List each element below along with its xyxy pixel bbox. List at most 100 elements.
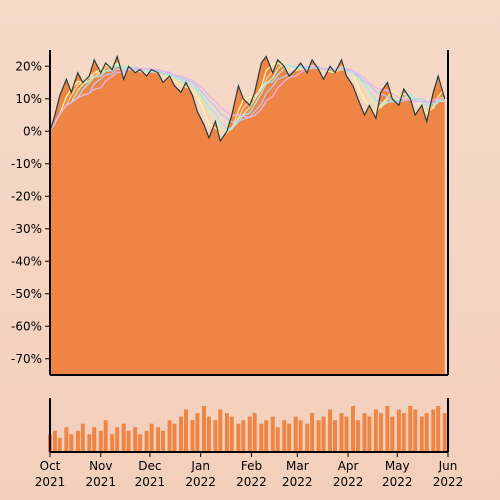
x-tick-label-month: Jan — [190, 459, 210, 473]
volume-bar — [362, 413, 367, 452]
volume-bar — [310, 413, 315, 452]
x-tick-label-year: 2022 — [185, 475, 216, 489]
volume-bar — [408, 406, 413, 452]
y-tick-label: -30% — [11, 222, 42, 236]
y-tick-label: 20% — [15, 59, 42, 73]
volume-bar — [316, 420, 321, 452]
volume-bar — [385, 406, 390, 452]
volume-bar — [344, 416, 349, 452]
x-tick-label-year: 2022 — [382, 475, 413, 489]
volume-bar — [396, 409, 401, 452]
volume-bar — [351, 406, 355, 452]
volume-bar — [133, 427, 138, 452]
volume-bar — [115, 427, 120, 452]
volume-bar — [275, 427, 280, 452]
main-plot — [50, 54, 446, 375]
volume-bar — [252, 413, 257, 452]
volume-bar — [259, 423, 264, 452]
volume-bar — [333, 420, 337, 452]
volume-bar — [202, 406, 206, 452]
volume-bar — [305, 423, 310, 452]
volume-bar — [161, 430, 165, 452]
volume-bar — [126, 430, 131, 452]
price-line — [50, 54, 446, 143]
x-axis-ticks: Oct 2021 Nov 2021 Dec 2021 Jan 2022 Feb 2022 Mar 20… — [35, 452, 464, 489]
y-tick-label: -70% — [11, 352, 42, 366]
volume-bar — [413, 409, 418, 452]
volume-bar — [206, 416, 211, 452]
y-tick-label: -40% — [11, 254, 42, 268]
volume-bar — [241, 420, 246, 452]
volume-bar — [321, 416, 326, 452]
volume-bar — [110, 434, 115, 452]
y-axis-ticks: 20% 10% 0% -10% -20% -30% -40% -50% -60% -70% — [11, 59, 50, 366]
volume-bar — [156, 427, 161, 452]
x-tick-label-month: Nov — [89, 459, 112, 473]
x-tick-label-year: 2021 — [35, 475, 66, 489]
moving-average-line — [50, 65, 445, 132]
x-tick-label-month: Dec — [138, 459, 161, 473]
x-tick-label-month: May — [385, 459, 410, 473]
x-tick-label-month: Feb — [241, 459, 262, 473]
volume-bar — [339, 413, 344, 452]
y-tick-label: -10% — [11, 157, 42, 171]
volume-bar — [436, 406, 441, 452]
y-tick-label: 0% — [23, 124, 42, 138]
y-tick-label: -50% — [11, 287, 42, 301]
volume-bar — [138, 434, 143, 452]
volume-bar — [236, 423, 241, 452]
volume-bar — [69, 434, 74, 452]
volume-plot — [48, 406, 447, 452]
volume-bar — [167, 420, 172, 452]
price-area — [50, 56, 445, 375]
volume-bar — [144, 430, 149, 452]
volume-bar — [229, 416, 234, 452]
volume-bar — [103, 420, 108, 452]
volume-bar — [57, 437, 62, 452]
volume-bar — [195, 413, 200, 452]
volume-bar — [287, 423, 292, 452]
x-tick-label-year: 2021 — [135, 475, 166, 489]
volume-bar — [401, 413, 406, 452]
volume-bar — [442, 413, 447, 452]
volume-bar — [218, 409, 223, 452]
volume-bar — [184, 409, 188, 452]
volume-bar — [80, 423, 85, 452]
volume-bar — [264, 420, 269, 452]
volume-bar — [92, 427, 97, 452]
volume-bar — [98, 430, 103, 452]
volume-bar — [270, 416, 275, 452]
x-tick-label-year: 2022 — [236, 475, 267, 489]
volume-bar — [87, 434, 92, 452]
y-tick-label: 10% — [15, 92, 42, 106]
volume-bar — [424, 413, 429, 452]
volume-bar — [179, 416, 183, 452]
x-tick-label-month: Oct — [40, 459, 61, 473]
x-tick-label-year: 2021 — [86, 475, 117, 489]
volume-bar — [213, 420, 218, 452]
y-tick-label: -60% — [11, 319, 42, 333]
volume-bar — [64, 427, 69, 452]
volume-bar — [431, 409, 436, 452]
volume-bar — [282, 420, 287, 452]
volume-bar — [75, 430, 80, 452]
volume-bar — [367, 416, 372, 452]
volume-bar — [298, 420, 303, 452]
volume-bar — [247, 416, 252, 452]
volume-bar — [355, 420, 360, 452]
volume-bar — [419, 416, 424, 452]
x-tick-label-year: 2022 — [282, 475, 313, 489]
x-tick-label-year: 2022 — [433, 475, 464, 489]
volume-bar — [328, 409, 333, 452]
volume-bar — [172, 423, 177, 452]
moving-average-line — [50, 65, 445, 132]
volume-bar — [373, 409, 378, 452]
volume-bar — [190, 420, 195, 452]
volume-bars — [48, 406, 447, 452]
x-tick-label-year: 2022 — [333, 475, 364, 489]
y-tick-label: -20% — [11, 189, 42, 203]
x-tick-label-month: Apr — [338, 459, 359, 473]
volume-bar — [121, 423, 126, 452]
volume-bar — [149, 423, 154, 452]
